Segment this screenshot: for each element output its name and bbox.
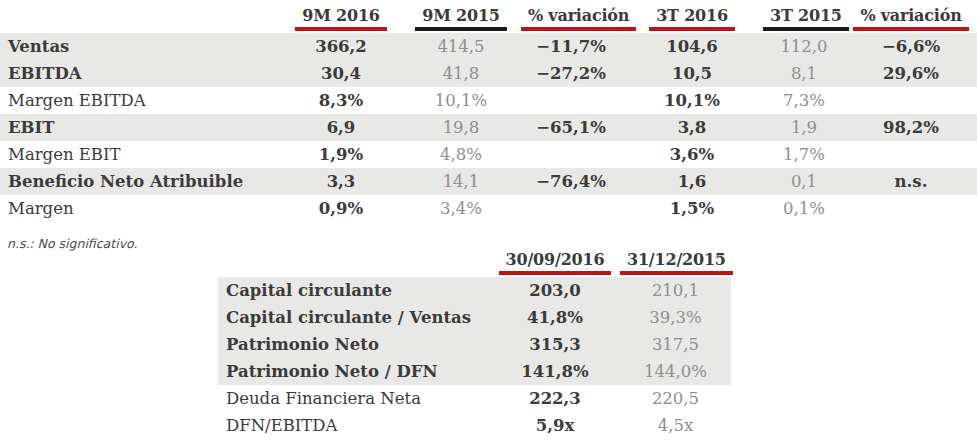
table-row-capital-circulante: Capital circulante 203,0 210,1 bbox=[218, 277, 731, 304]
balance-header-row: 30/09/2016 31/12/2015 bbox=[218, 244, 731, 277]
value-cell: 0,1 bbox=[763, 168, 845, 195]
row-label: Beneficio Neto Atribuible bbox=[0, 168, 281, 195]
value-cell: 98,2% bbox=[845, 114, 977, 141]
column-header-3t-2016: 3T 2016 bbox=[649, 6, 735, 31]
row-label: Patrimonio Neto bbox=[218, 331, 490, 358]
value-cell: n.s. bbox=[845, 168, 977, 195]
value-cell: 1,7% bbox=[763, 141, 845, 168]
table-row-capital-circulante-ventas: Capital circulante / Ventas 41,8% 39,3% bbox=[218, 304, 731, 331]
value-cell: 203,0 bbox=[490, 277, 620, 304]
table-row-margen: Margen 0,9% 3,4% 1,5% 0,1% bbox=[0, 195, 977, 222]
value-cell: 222,3 bbox=[490, 385, 620, 412]
table-row-ebitda: EBITDA 30,4 41,8 −27,2% 10,5 8,1 29,6% bbox=[0, 60, 977, 87]
value-cell: 7,3% bbox=[763, 87, 845, 114]
row-label: Ventas bbox=[0, 33, 281, 60]
value-cell: 414,5 bbox=[401, 33, 521, 60]
value-cell: 10,1% bbox=[401, 87, 521, 114]
value-cell bbox=[521, 141, 621, 168]
value-cell: 10,5 bbox=[621, 60, 763, 87]
value-cell: 315,3 bbox=[490, 331, 620, 358]
column-header-9m-2016: 9M 2016 bbox=[295, 6, 387, 31]
value-cell: 144,0% bbox=[620, 358, 731, 385]
value-cell: −6,6% bbox=[845, 33, 977, 60]
value-cell: 3,6% bbox=[621, 141, 763, 168]
value-cell: 0,1% bbox=[763, 195, 845, 222]
row-label: EBIT bbox=[0, 114, 281, 141]
table-row-ventas: Ventas 366,2 414,5 −11,7% 104,6 112,0 −6… bbox=[0, 33, 977, 60]
value-cell bbox=[521, 195, 621, 222]
row-label: Margen EBITDA bbox=[0, 87, 281, 114]
value-cell: 141,8% bbox=[490, 358, 620, 385]
value-cell: 41,8 bbox=[401, 60, 521, 87]
value-cell: 10,1% bbox=[621, 87, 763, 114]
value-cell: 41,8% bbox=[490, 304, 620, 331]
value-cell: −27,2% bbox=[521, 60, 621, 87]
value-cell: −11,7% bbox=[521, 33, 621, 60]
row-label: Capital circulante / Ventas bbox=[218, 304, 490, 331]
value-cell: 5,9x bbox=[490, 412, 620, 439]
value-cell: −76,4% bbox=[521, 168, 621, 195]
row-label: Capital circulante bbox=[218, 277, 490, 304]
row-label: EBITDA bbox=[0, 60, 281, 87]
value-cell: 6,9 bbox=[281, 114, 401, 141]
value-cell: 3,4% bbox=[401, 195, 521, 222]
value-cell: 1,9% bbox=[281, 141, 401, 168]
row-label: Patrimonio Neto / DFN bbox=[218, 358, 490, 385]
income-summary-header-row: 9M 2016 9M 2015 % variación 3T 2016 3T 2… bbox=[0, 0, 977, 33]
value-cell bbox=[845, 87, 977, 114]
value-cell: 4,5x bbox=[620, 412, 731, 439]
table-row-dfn-ebitda: DFN/EBITDA 5,9x 4,5x bbox=[218, 412, 731, 439]
value-cell: 4,8% bbox=[401, 141, 521, 168]
value-cell: 104,6 bbox=[621, 33, 763, 60]
value-cell: 112,0 bbox=[763, 33, 845, 60]
value-cell: 19,8 bbox=[401, 114, 521, 141]
column-header-9m-2015: 9M 2015 bbox=[415, 6, 507, 31]
value-cell: 8,3% bbox=[281, 87, 401, 114]
value-cell: 220,5 bbox=[620, 385, 731, 412]
table-row-deuda-financiera-neta: Deuda Financiera Neta 222,3 220,5 bbox=[218, 385, 731, 412]
value-cell: 1,6 bbox=[621, 168, 763, 195]
row-label: Margen bbox=[0, 195, 281, 222]
value-cell: 210,1 bbox=[620, 277, 731, 304]
value-cell: 366,2 bbox=[281, 33, 401, 60]
table-row-margen-ebit: Margen EBIT 1,9% 4,8% 3,6% 1,7% bbox=[0, 141, 977, 168]
table-row-patrimonio-neto: Patrimonio Neto 315,3 317,5 bbox=[218, 331, 731, 358]
value-cell: 3,8 bbox=[621, 114, 763, 141]
value-cell bbox=[845, 141, 977, 168]
value-cell bbox=[845, 195, 977, 222]
table-row-ebit: EBIT 6,9 19,8 −65,1% 3,8 1,9 98,2% bbox=[0, 114, 977, 141]
value-cell: 0,9% bbox=[281, 195, 401, 222]
value-cell: −65,1% bbox=[521, 114, 621, 141]
value-cell: 317,5 bbox=[620, 331, 731, 358]
table-row-margen-ebitda: Margen EBITDA 8,3% 10,1% 10,1% 7,3% bbox=[0, 87, 977, 114]
value-cell: 3,3 bbox=[281, 168, 401, 195]
column-header-30-09-2016: 30/09/2016 bbox=[499, 250, 612, 275]
value-cell: 1,9 bbox=[763, 114, 845, 141]
balance-table: 30/09/2016 31/12/2015 Capital circulante… bbox=[218, 244, 731, 439]
value-cell bbox=[521, 87, 621, 114]
row-label: DFN/EBITDA bbox=[218, 412, 490, 439]
value-cell: 1,5% bbox=[621, 195, 763, 222]
income-summary-table: 9M 2016 9M 2015 % variación 3T 2016 3T 2… bbox=[0, 0, 977, 222]
column-header-variacion-9m: % variación bbox=[521, 6, 636, 31]
column-header-31-12-2015: 31/12/2015 bbox=[620, 250, 733, 275]
footnote-ns: n.s.: No significativo. bbox=[7, 236, 137, 251]
column-header-variacion-3t: % variación bbox=[853, 6, 968, 31]
column-header-3t-2015: 3T 2015 bbox=[763, 6, 849, 31]
value-cell: 29,6% bbox=[845, 60, 977, 87]
row-label: Margen EBIT bbox=[0, 141, 281, 168]
value-cell: 14,1 bbox=[401, 168, 521, 195]
table-row-patrimonio-neto-dfn: Patrimonio Neto / DFN 141,8% 144,0% bbox=[218, 358, 731, 385]
value-cell: 39,3% bbox=[620, 304, 731, 331]
table-row-beneficio-neto: Beneficio Neto Atribuible 3,3 14,1 −76,4… bbox=[0, 168, 977, 195]
row-label: Deuda Financiera Neta bbox=[218, 385, 490, 412]
financial-report-page: 9M 2016 9M 2015 % variación 3T 2016 3T 2… bbox=[0, 0, 977, 447]
value-cell: 8,1 bbox=[763, 60, 845, 87]
value-cell: 30,4 bbox=[281, 60, 401, 87]
